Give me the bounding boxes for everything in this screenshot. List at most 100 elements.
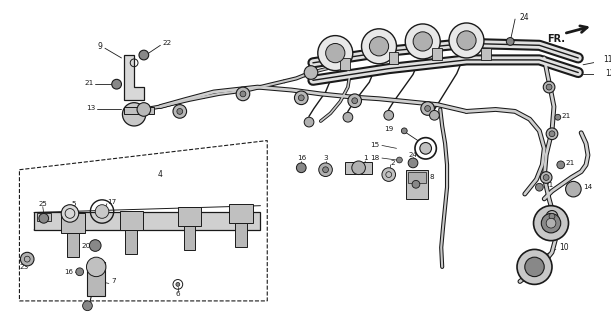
Circle shape <box>507 37 514 45</box>
Text: 21: 21 <box>84 80 93 86</box>
Bar <box>406 170 428 199</box>
Circle shape <box>401 128 407 134</box>
Bar <box>125 107 153 114</box>
Circle shape <box>408 158 418 168</box>
Text: 4: 4 <box>158 170 163 179</box>
Circle shape <box>549 213 555 219</box>
Text: 24: 24 <box>520 13 530 22</box>
Circle shape <box>397 157 402 163</box>
Text: 14: 14 <box>583 184 592 190</box>
Text: 19: 19 <box>384 126 393 132</box>
Bar <box>433 48 442 60</box>
Text: 15: 15 <box>370 142 379 148</box>
Circle shape <box>546 128 558 140</box>
Circle shape <box>319 163 332 177</box>
Circle shape <box>39 213 49 223</box>
Text: 6: 6 <box>175 291 180 297</box>
Circle shape <box>382 168 395 181</box>
Circle shape <box>139 50 148 60</box>
Bar <box>340 58 350 70</box>
Bar <box>408 172 426 183</box>
Text: 13: 13 <box>86 106 95 111</box>
Circle shape <box>566 181 581 197</box>
Circle shape <box>304 66 318 79</box>
Circle shape <box>412 180 420 188</box>
Text: FR.: FR. <box>547 34 565 44</box>
Circle shape <box>20 252 34 266</box>
Circle shape <box>425 106 431 111</box>
Circle shape <box>546 211 558 222</box>
Circle shape <box>326 44 345 63</box>
Text: 3: 3 <box>323 155 328 161</box>
Circle shape <box>122 103 146 126</box>
Circle shape <box>549 131 555 137</box>
Circle shape <box>87 257 106 276</box>
Bar <box>61 213 84 233</box>
Circle shape <box>421 102 434 115</box>
Bar <box>184 226 196 250</box>
Text: 18: 18 <box>370 155 379 161</box>
Text: 24: 24 <box>409 152 417 158</box>
Polygon shape <box>125 55 144 100</box>
Circle shape <box>173 105 186 118</box>
Circle shape <box>352 161 365 175</box>
Circle shape <box>323 167 329 172</box>
Text: 8: 8 <box>430 174 434 180</box>
Circle shape <box>546 84 552 90</box>
Text: 1: 1 <box>363 155 368 161</box>
Text: 16: 16 <box>64 269 73 275</box>
Circle shape <box>362 29 397 64</box>
Circle shape <box>343 112 353 122</box>
Circle shape <box>413 32 433 51</box>
Bar <box>389 52 398 64</box>
Circle shape <box>517 249 552 284</box>
Bar <box>87 262 105 296</box>
Bar <box>481 48 491 60</box>
Circle shape <box>370 37 389 56</box>
Circle shape <box>177 108 183 114</box>
Circle shape <box>525 257 544 276</box>
Bar <box>235 223 247 247</box>
Bar <box>67 233 79 257</box>
Circle shape <box>298 95 304 101</box>
Circle shape <box>348 94 362 108</box>
Text: 2: 2 <box>390 160 395 166</box>
Bar <box>125 230 137 254</box>
Circle shape <box>543 81 555 93</box>
Circle shape <box>296 163 306 172</box>
Text: 20: 20 <box>81 243 90 249</box>
Bar <box>120 211 143 230</box>
Text: 5: 5 <box>72 201 76 207</box>
Circle shape <box>82 301 92 311</box>
Text: 23: 23 <box>20 264 29 270</box>
Bar <box>34 212 260 230</box>
Circle shape <box>89 240 101 251</box>
Text: 21: 21 <box>562 113 571 119</box>
Text: 16: 16 <box>297 155 306 161</box>
Circle shape <box>535 183 543 191</box>
Text: 10: 10 <box>559 243 568 252</box>
Circle shape <box>546 218 556 228</box>
Circle shape <box>384 110 393 120</box>
Circle shape <box>533 206 568 241</box>
Circle shape <box>176 283 180 286</box>
Circle shape <box>540 172 552 183</box>
Text: 9: 9 <box>97 42 102 51</box>
Bar <box>37 213 51 221</box>
Circle shape <box>318 36 353 71</box>
Circle shape <box>457 31 476 50</box>
Text: 12: 12 <box>606 69 611 78</box>
Bar <box>229 204 253 223</box>
Circle shape <box>543 175 549 180</box>
Bar <box>345 162 372 174</box>
Text: 7: 7 <box>112 278 116 284</box>
Circle shape <box>295 91 308 105</box>
Circle shape <box>555 114 561 120</box>
Text: 17: 17 <box>107 199 116 205</box>
Circle shape <box>95 205 109 218</box>
Circle shape <box>557 161 565 169</box>
Circle shape <box>240 91 246 97</box>
Circle shape <box>420 142 431 154</box>
Circle shape <box>236 87 250 101</box>
Circle shape <box>76 268 84 276</box>
